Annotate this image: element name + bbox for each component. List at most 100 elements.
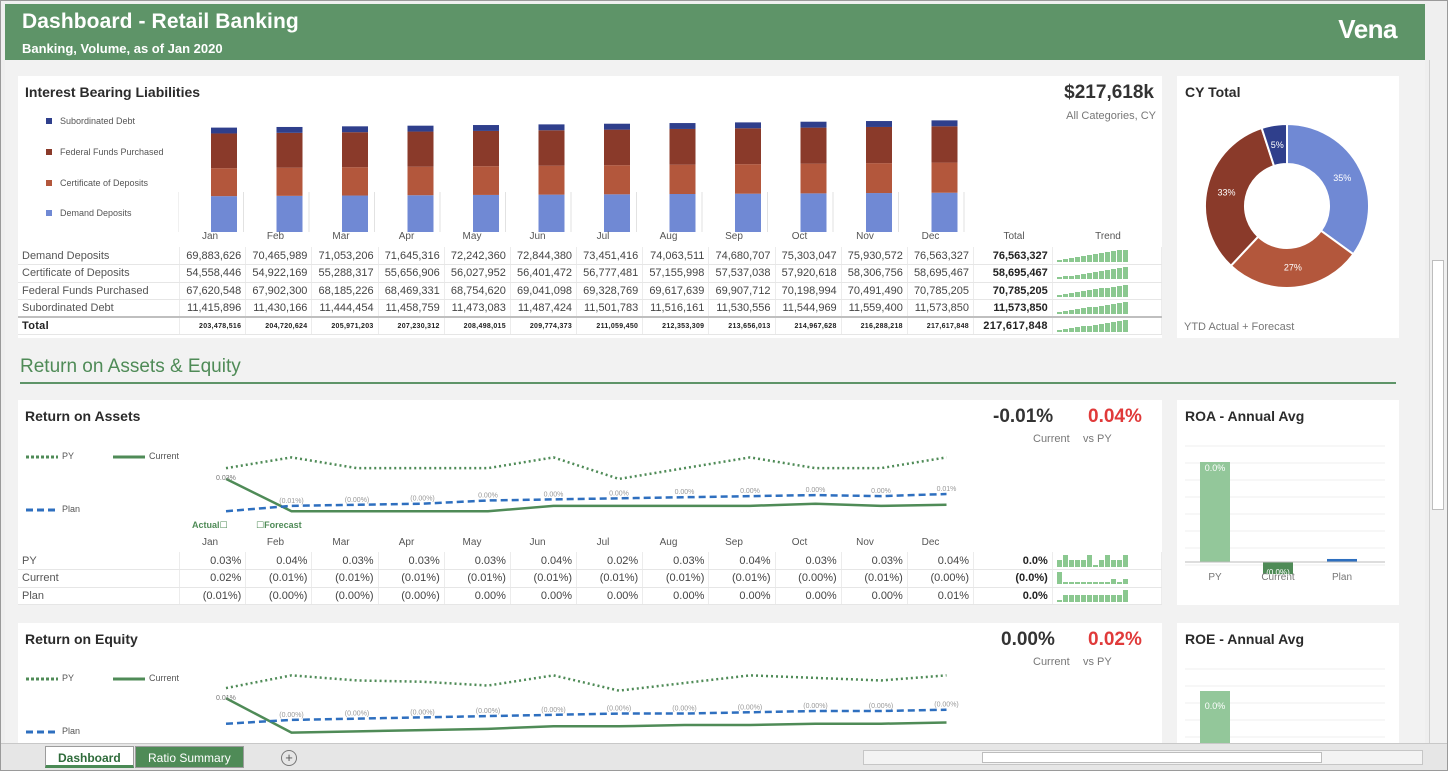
trend-bar (1086, 272, 1092, 280)
trend-bar (1104, 287, 1110, 297)
table-cell: 204,720,624 (245, 316, 313, 335)
plan-point-label: 0.00% (544, 491, 564, 498)
table-cell: 57,537,038 (708, 264, 776, 283)
row-label: Total (18, 316, 181, 335)
bar-segment (538, 130, 565, 166)
roa-legend-current: Current (113, 451, 180, 461)
trend-bar (1098, 582, 1104, 585)
month-label: Dec (921, 537, 940, 548)
table-cell: 0.04% (708, 552, 776, 570)
trend-bar (1062, 258, 1068, 262)
trend-bar (1104, 304, 1110, 314)
table-cell: 0.00% (576, 587, 644, 605)
ibl-stacked-bar-chart (178, 120, 965, 232)
roe-legend-plan: Plan (26, 726, 81, 736)
row-total: 0.0% (973, 552, 1053, 570)
trend-bar (1062, 582, 1068, 585)
horizontal-scroll-thumb[interactable] (982, 752, 1322, 763)
table-cell: 0.02% (576, 552, 644, 570)
table-cell: 68,469,331 (378, 282, 445, 300)
trend-bar (1110, 251, 1116, 262)
roa-forecast-label: ☐Forecast (256, 520, 302, 530)
section-title: Return on Assets & Equity (20, 356, 241, 377)
avg-bar (1200, 462, 1230, 562)
bar-segment (473, 194, 499, 232)
trend-bar (1074, 309, 1080, 314)
horizontal-scrollbar[interactable] (863, 750, 1423, 765)
month-label: Oct (791, 537, 808, 548)
trend-bar (1086, 582, 1092, 585)
add-sheet-button[interactable]: + (281, 750, 297, 766)
trend-sparkline (1056, 320, 1157, 332)
bar-segment (407, 125, 434, 132)
bar-segment (276, 126, 303, 133)
ibl-kpi: $217,618k (1064, 82, 1154, 103)
table-cell: 67,620,548 (179, 282, 247, 300)
table-cell: 0.00% (444, 587, 511, 605)
row-total: 11,573,850 (973, 299, 1053, 318)
legend-federal-funds: Federal Funds Purchased (46, 147, 164, 157)
table-row: Current 0.02% (0.01%) (0.01%) (0.01%) (0.01%)… (18, 569, 1163, 588)
first-point-label: 0.03% (216, 475, 236, 482)
donut-slice-label: 35% (1333, 173, 1351, 183)
table-cell: 11,501,783 (576, 299, 644, 318)
table-cell: 72,844,380 (510, 247, 578, 265)
table-cell: 11,516,161 (642, 299, 710, 318)
roa-actual-label: Actual☐ (192, 520, 228, 530)
month-label: Sep (725, 231, 743, 242)
trend-bar (1062, 276, 1068, 280)
cy-total-title: CY Total (1185, 84, 1241, 100)
trend-bar (1110, 269, 1116, 280)
trend-bar (1080, 559, 1086, 567)
table-cell: 57,920,618 (775, 264, 842, 283)
trend-bar (1056, 599, 1062, 602)
table-cell: 203,478,516 (179, 316, 247, 335)
table-cell: 209,774,373 (510, 316, 578, 335)
trend-bar (1068, 292, 1074, 297)
trend-bar (1098, 323, 1104, 332)
ibl-title: Interest Bearing Liabilities (25, 84, 201, 100)
sheet-tab-bar: Dashboard Ratio Summary + (1, 743, 1447, 770)
table-cell: 0.03% (378, 552, 445, 570)
plan-line (225, 492, 947, 513)
table-cell: (0.01%) (378, 569, 445, 588)
table-row: Plan (0.01%) (0.00%) (0.00%) (0.00%) 0.00% 0.0… (18, 587, 1163, 605)
vertical-scroll-thumb[interactable] (1432, 260, 1444, 510)
current-line (225, 477, 947, 513)
table-cell: 69,907,712 (708, 282, 776, 300)
trend-bar (1074, 274, 1080, 280)
table-cell: (0.01%) (841, 569, 908, 588)
table-cell: (0.01%) (510, 569, 578, 588)
tab-dashboard[interactable]: Dashboard (45, 746, 134, 768)
table-cell: 69,617,639 (642, 282, 710, 300)
donut-slice-label: 5% (1271, 140, 1284, 150)
trend-bar (1104, 270, 1110, 280)
tab-ratio-summary[interactable]: Ratio Summary (135, 746, 244, 768)
bar-segment (276, 195, 303, 232)
py-line (225, 674, 947, 692)
trend-bar (1080, 291, 1086, 297)
trend-bar (1080, 594, 1086, 602)
table-cell: 55,288,317 (311, 264, 379, 283)
table-cell: 0.03% (775, 552, 842, 570)
row-label: Demand Deposits (18, 247, 181, 265)
table-cell: 216,288,218 (841, 316, 908, 335)
trend-bar (1098, 288, 1104, 297)
table-cell: 58,306,756 (841, 264, 908, 283)
bar-segment (276, 132, 303, 168)
table-cell: 74,063,511 (642, 247, 710, 265)
vertical-scrollbar[interactable] (1429, 60, 1446, 743)
trend-bar (1056, 277, 1062, 280)
trend-bar (1080, 273, 1086, 280)
trend-bar (1122, 302, 1128, 314)
trend-bar (1092, 289, 1098, 297)
bar-segment (735, 193, 761, 232)
table-cell: (0.01%) (708, 569, 776, 588)
bar-segment (735, 164, 761, 194)
month-label: Aug (659, 537, 678, 548)
row-label: Current (18, 569, 181, 588)
table-cell: 0.00% (841, 587, 908, 605)
month-label: Feb (266, 231, 285, 242)
row-label: Certificate of Deposits (18, 264, 181, 283)
